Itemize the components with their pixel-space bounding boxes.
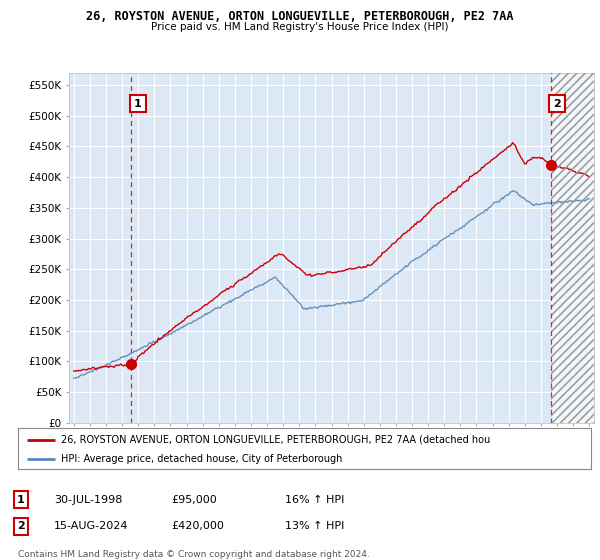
Text: 15-AUG-2024: 15-AUG-2024 bbox=[54, 521, 128, 531]
Text: 1: 1 bbox=[134, 99, 142, 109]
Text: Contains HM Land Registry data © Crown copyright and database right 2024.
This d: Contains HM Land Registry data © Crown c… bbox=[18, 550, 370, 560]
Text: 26, ROYSTON AVENUE, ORTON LONGUEVILLE, PETERBOROUGH, PE2 7AA: 26, ROYSTON AVENUE, ORTON LONGUEVILLE, P… bbox=[86, 10, 514, 23]
Text: HPI: Average price, detached house, City of Peterborough: HPI: Average price, detached house, City… bbox=[61, 454, 343, 464]
Text: 1: 1 bbox=[17, 494, 25, 505]
Text: 2: 2 bbox=[553, 99, 561, 109]
Text: Price paid vs. HM Land Registry's House Price Index (HPI): Price paid vs. HM Land Registry's House … bbox=[151, 22, 449, 32]
Text: 2: 2 bbox=[17, 521, 25, 531]
Text: £95,000: £95,000 bbox=[171, 494, 217, 505]
Text: 30-JUL-1998: 30-JUL-1998 bbox=[54, 494, 122, 505]
Bar bbox=[551, 73, 594, 423]
Text: 16% ↑ HPI: 16% ↑ HPI bbox=[285, 494, 344, 505]
Text: £420,000: £420,000 bbox=[171, 521, 224, 531]
Text: 26, ROYSTON AVENUE, ORTON LONGUEVILLE, PETERBOROUGH, PE2 7AA (detached hou: 26, ROYSTON AVENUE, ORTON LONGUEVILLE, P… bbox=[61, 435, 490, 445]
Text: 13% ↑ HPI: 13% ↑ HPI bbox=[285, 521, 344, 531]
Bar bbox=[551, 73, 594, 423]
